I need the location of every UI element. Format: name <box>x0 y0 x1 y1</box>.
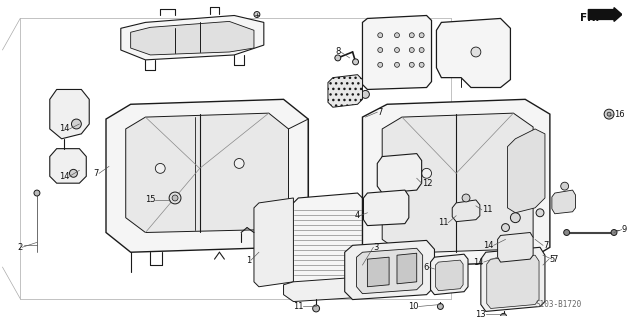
Polygon shape <box>382 113 533 253</box>
Circle shape <box>561 182 568 190</box>
Text: 7: 7 <box>543 241 548 250</box>
Circle shape <box>421 168 431 178</box>
Text: 14: 14 <box>59 172 70 181</box>
Polygon shape <box>481 247 545 311</box>
Text: 3: 3 <box>373 243 379 252</box>
Circle shape <box>462 194 470 202</box>
Circle shape <box>169 192 181 204</box>
FancyArrow shape <box>588 8 622 21</box>
Circle shape <box>352 59 359 65</box>
Text: 2: 2 <box>17 243 22 252</box>
Text: 7: 7 <box>552 255 557 264</box>
Text: 14: 14 <box>59 124 70 133</box>
Polygon shape <box>552 190 575 214</box>
Circle shape <box>313 305 320 312</box>
Text: 6: 6 <box>423 262 428 272</box>
Polygon shape <box>507 129 545 213</box>
Polygon shape <box>431 254 468 295</box>
Polygon shape <box>328 75 362 107</box>
Polygon shape <box>284 277 372 301</box>
Polygon shape <box>362 99 550 267</box>
Circle shape <box>419 48 424 52</box>
Text: 11: 11 <box>293 302 303 311</box>
Text: 4: 4 <box>354 211 359 220</box>
Text: 16: 16 <box>614 110 625 119</box>
Polygon shape <box>357 248 423 294</box>
Circle shape <box>378 62 382 67</box>
Circle shape <box>607 112 611 116</box>
Text: 8: 8 <box>335 47 341 57</box>
Polygon shape <box>126 113 288 233</box>
Circle shape <box>34 190 40 196</box>
Text: 14: 14 <box>474 258 484 267</box>
Polygon shape <box>435 260 463 291</box>
Circle shape <box>234 158 244 168</box>
Text: 14: 14 <box>483 241 494 250</box>
Text: 15: 15 <box>145 196 155 204</box>
Text: 1: 1 <box>246 256 251 265</box>
Polygon shape <box>397 253 417 284</box>
Circle shape <box>394 33 399 38</box>
Circle shape <box>611 229 617 236</box>
Circle shape <box>511 213 520 223</box>
Text: 5: 5 <box>549 255 554 264</box>
Text: FR.: FR. <box>580 13 600 23</box>
Circle shape <box>536 209 544 217</box>
Circle shape <box>564 229 570 236</box>
Text: 10: 10 <box>408 302 419 311</box>
Polygon shape <box>377 154 421 193</box>
Circle shape <box>335 55 341 61</box>
Circle shape <box>378 48 382 52</box>
Text: 11: 11 <box>482 205 492 214</box>
Polygon shape <box>50 90 89 139</box>
Polygon shape <box>121 15 264 60</box>
Polygon shape <box>367 257 389 287</box>
Circle shape <box>409 33 414 38</box>
Circle shape <box>409 62 414 67</box>
Text: 9: 9 <box>622 225 627 234</box>
Circle shape <box>362 91 369 98</box>
Polygon shape <box>452 200 480 222</box>
Polygon shape <box>106 99 308 252</box>
Text: 7: 7 <box>94 169 99 178</box>
Circle shape <box>394 48 399 52</box>
Circle shape <box>471 47 481 57</box>
Circle shape <box>72 119 82 129</box>
Circle shape <box>501 313 507 319</box>
Text: S103-B1720: S103-B1720 <box>535 300 582 309</box>
Circle shape <box>409 48 414 52</box>
Polygon shape <box>50 149 86 183</box>
Circle shape <box>172 195 178 201</box>
Circle shape <box>419 33 424 38</box>
Circle shape <box>419 62 424 67</box>
Circle shape <box>155 164 165 173</box>
Text: 11: 11 <box>438 218 448 227</box>
Circle shape <box>438 304 443 309</box>
Polygon shape <box>487 255 539 308</box>
Polygon shape <box>364 190 409 226</box>
Circle shape <box>70 169 77 177</box>
Text: 7: 7 <box>377 108 382 117</box>
Circle shape <box>378 33 382 38</box>
Text: 13: 13 <box>475 310 486 319</box>
Circle shape <box>394 62 399 67</box>
Text: 12: 12 <box>421 179 432 188</box>
Circle shape <box>502 224 509 231</box>
Circle shape <box>254 12 260 18</box>
Circle shape <box>604 109 614 119</box>
Polygon shape <box>345 240 435 300</box>
Polygon shape <box>362 15 431 90</box>
Polygon shape <box>436 19 511 87</box>
Polygon shape <box>254 198 293 287</box>
Polygon shape <box>131 21 254 55</box>
Polygon shape <box>497 233 533 262</box>
Polygon shape <box>288 193 367 287</box>
